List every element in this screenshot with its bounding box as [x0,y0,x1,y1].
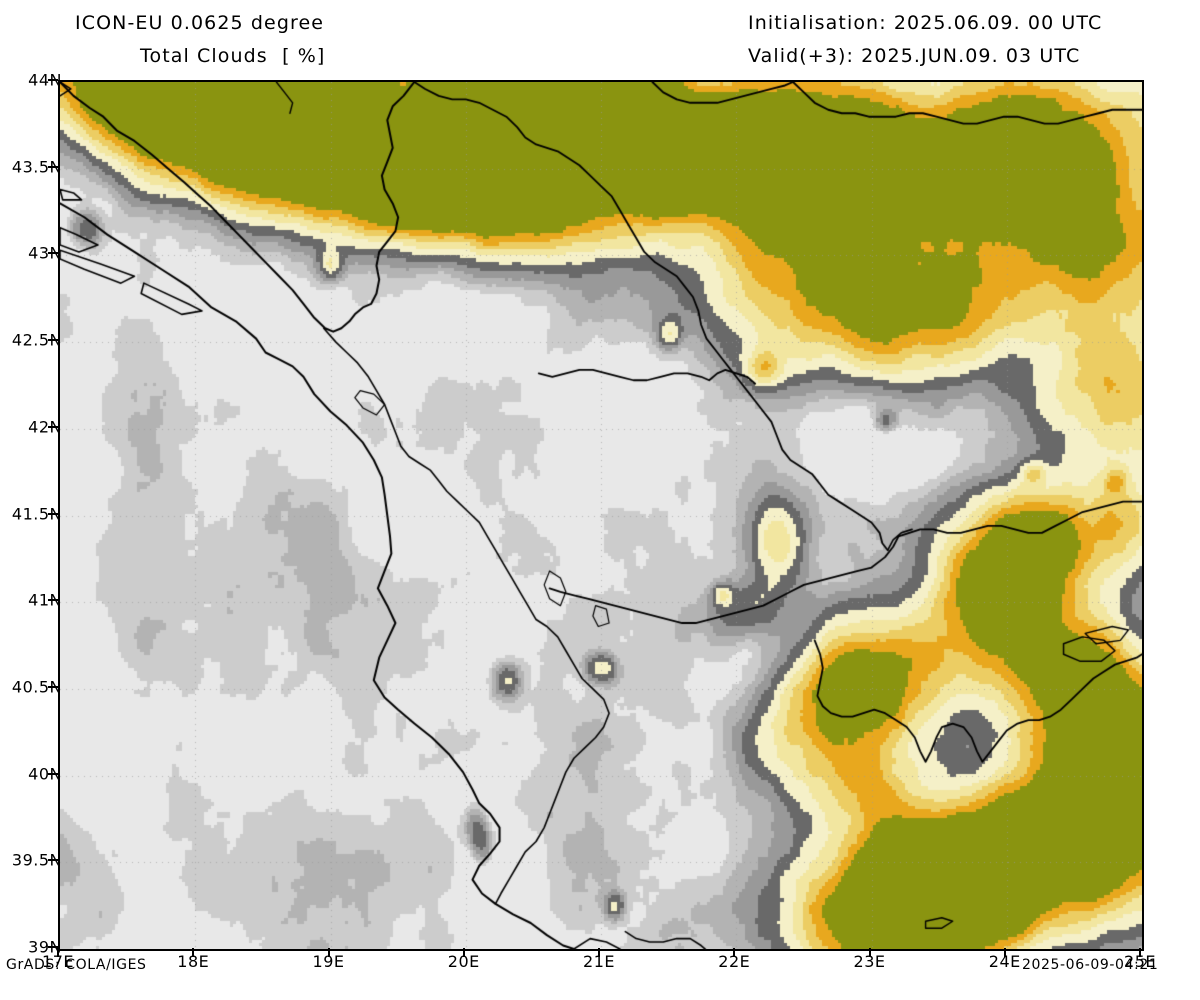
longitude-tick-mark [462,948,465,957]
cloud-cover-map-canvas [60,82,1142,949]
model-title: ICON-EU 0.0625 degree [75,12,325,34]
longitude-tick-mark [327,948,330,957]
latitude-tick-mark [48,599,58,602]
longitude-tick-mark [1003,948,1006,957]
latitude-tick-label: 40N [28,764,62,784]
valid-time-label: Valid(+3): 2025.JUN.09. 03 UTC [748,45,1081,67]
longitude-tick-label: 22E [718,952,751,971]
longitude-tick-mark [57,948,59,957]
longitude-tick-mark [733,948,736,957]
latitude-tick-mark [48,339,58,342]
latitude-tick-mark [48,425,58,428]
latitude-tick-mark [48,772,58,775]
longitude-tick-label: 24E [988,952,1021,971]
longitude-tick-label: 21E [583,952,615,971]
initialisation-label: Initialisation: 2025.06.09. 00 UTC [748,12,1103,34]
latitude-tick-mark [48,252,58,255]
longitude-tick-label: 25E [1124,952,1156,971]
longitude-tick-mark [598,948,600,957]
latitude-tick-label: 39N [28,937,62,957]
map-plot-area[interactable] [58,80,1144,951]
latitude-tick-label: 43N [28,243,62,263]
latitude-tick-label: 40.5N [11,677,62,697]
longitude-tick-mark [868,948,871,957]
latitude-tick-mark [48,859,58,862]
latitude-tick-mark [48,512,58,515]
latitude-tick-label: 41N [28,590,62,610]
latitude-tick-label: 39.5N [11,850,62,870]
latitude-tick-label: 43.5N [11,157,62,177]
grads-credit: GrADS: COLA/IGES [6,957,147,973]
field-title: Total Clouds [ %] [140,45,326,67]
latitude-tick-label: 42N [28,417,62,437]
render-timestamp: 2025-06-09-04:21 [1022,957,1159,973]
latitude-tick-mark [48,79,58,81]
latitude-tick-label: 42.5N [11,330,62,350]
latitude-tick-mark [48,946,58,948]
longitude-tick-label: 19E [312,952,345,971]
longitude-tick-mark [192,948,195,957]
longitude-tick-label: 17E [42,952,74,971]
longitude-tick-label: 18E [177,952,210,971]
longitude-tick-label: 23E [853,952,886,971]
latitude-tick-mark [48,685,58,688]
latitude-tick-label: 41.5N [11,504,62,523]
longitude-tick-mark [1139,948,1141,957]
longitude-tick-label: 20E [447,952,480,971]
latitude-tick-mark [48,165,58,168]
latitude-tick-label: 44N [28,70,62,90]
